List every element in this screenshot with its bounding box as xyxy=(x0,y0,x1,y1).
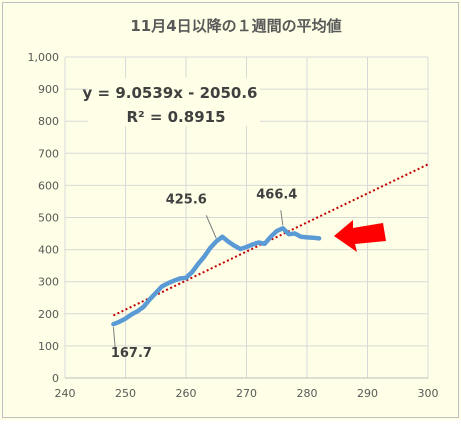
x-tick-label: 290 xyxy=(357,387,378,400)
x-tick-label: 280 xyxy=(297,387,318,400)
red-arrow xyxy=(334,220,386,252)
series-line xyxy=(111,226,322,327)
chart-title: 11月4日以降の１週間の平均値 xyxy=(130,17,341,35)
annotation-leader xyxy=(205,215,217,239)
labels-layer: 167.7 425.6 466.4 xyxy=(111,187,298,361)
data-label: 167.7 xyxy=(111,346,152,361)
chart-border xyxy=(2,2,459,418)
data-label: 466.4 xyxy=(256,187,297,202)
y-tick-label: 900 xyxy=(38,83,59,96)
data-label: 425.6 xyxy=(166,192,207,207)
y-tick-label: 1,000 xyxy=(28,51,60,64)
y-tick-label: 200 xyxy=(38,308,59,321)
y-tick-label: 0 xyxy=(52,372,59,385)
arrow-layer xyxy=(334,220,386,252)
y-tick-label: 600 xyxy=(38,179,59,192)
x-tick-label: 300 xyxy=(418,387,439,400)
annotation-leader xyxy=(112,327,116,351)
y-tick-label: 100 xyxy=(38,340,59,353)
trendline-equation: y = 9.0539x - 2050.6 xyxy=(83,84,258,102)
annotation-leader xyxy=(280,210,284,226)
x-tick-label: 240 xyxy=(55,387,76,400)
trendline-r-squared: R² = 0.8915 xyxy=(126,108,225,126)
equation-background xyxy=(88,78,260,126)
y-tick-label: 500 xyxy=(38,212,59,225)
x-tick-label: 270 xyxy=(236,387,257,400)
y-tick-label: 800 xyxy=(38,115,59,128)
x-tick-label: 250 xyxy=(115,387,136,400)
y-tick-label: 700 xyxy=(38,147,59,160)
series-layer xyxy=(111,226,322,327)
y-tick-label: 300 xyxy=(38,276,59,289)
x-tick-label: 260 xyxy=(176,387,197,400)
trendline-equation-box: y = 9.0539x - 2050.6 R² = 0.8915 xyxy=(83,78,260,126)
y-tick-label: 400 xyxy=(38,244,59,257)
axes: 0 100 200 300 400 500 600 700 800 900 1,000 240 250 2… xyxy=(28,51,439,400)
